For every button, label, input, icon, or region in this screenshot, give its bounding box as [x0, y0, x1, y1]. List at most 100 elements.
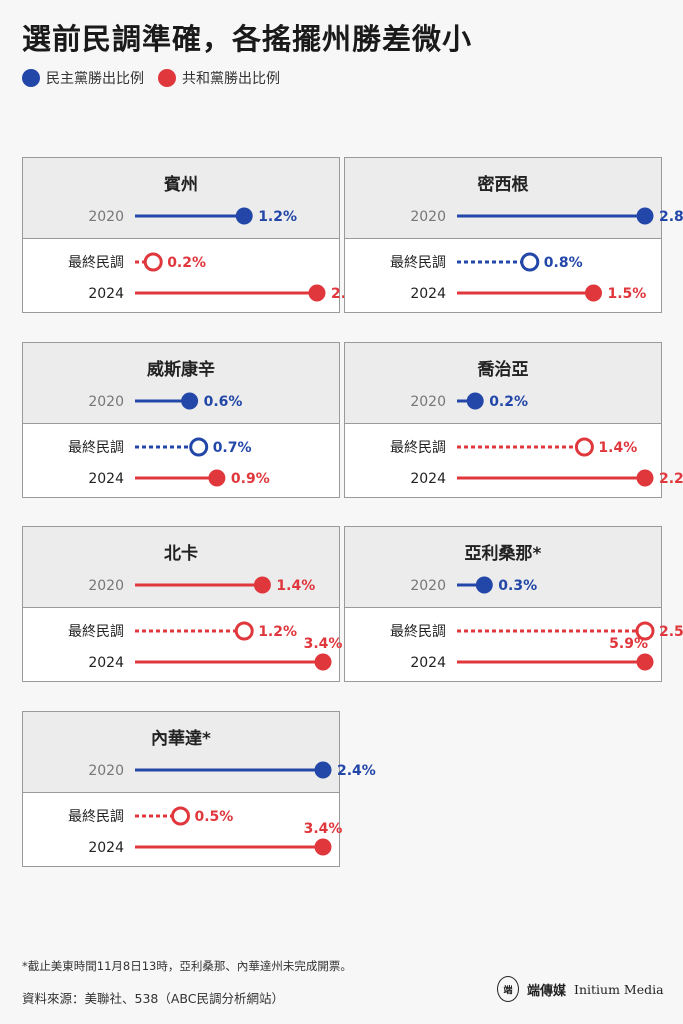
row-label-poll: 最終民調	[68, 809, 124, 825]
legend-dem-dot	[22, 69, 40, 87]
row-label-poll: 最終民調	[68, 255, 124, 271]
value-label-poll: 1.4%	[598, 440, 637, 456]
initium-logo: 端	[497, 976, 519, 1002]
state-name: 亞利桑那*	[464, 544, 542, 564]
panel-chart: 2020 0.6% 最終民調 0.7% 2024 0.9%	[68, 392, 270, 487]
value-label-y2020: 2.8%	[659, 209, 683, 225]
row-label-y2024: 2024	[410, 655, 446, 671]
value-label-y2024: 2.2%	[659, 471, 683, 487]
marker-poll	[189, 437, 209, 457]
state-name: 密西根	[477, 175, 529, 195]
row-label-poll: 最終民調	[390, 440, 446, 456]
panel-header: 威斯康辛	[23, 343, 339, 424]
marker-y2020	[314, 761, 332, 779]
row-label-y2020: 2020	[88, 209, 124, 225]
value-label-y2020: 0.2%	[489, 394, 528, 410]
panel-header: 內華達*	[23, 712, 339, 793]
panel-state-4: 北卡 2020 1.4% 最終民調 1.2% 2024 3.4%	[22, 526, 343, 682]
legend-rep-dot	[158, 69, 176, 87]
state-name: 賓州	[164, 175, 198, 195]
row-label-y2024: 2024	[88, 471, 124, 487]
marker-y2020	[181, 392, 199, 410]
value-label-y2020: 1.2%	[258, 209, 297, 225]
marker-y2024	[636, 469, 654, 487]
panel-chart: 2020 0.2% 最終民調 1.4% 2024 2.2%	[390, 392, 683, 487]
panel-header: 賓州	[23, 158, 339, 239]
panel-state-3: 喬治亞 2020 0.2% 最終民調 1.4% 2024 2.2%	[344, 342, 683, 498]
row-label-y2020: 2020	[410, 578, 446, 594]
row-label-y2020: 2020	[88, 578, 124, 594]
row-label-y2020: 2020	[88, 763, 124, 779]
brand: 端 端傳媒 Initium Media	[497, 976, 664, 1002]
marker-y2024	[314, 653, 332, 671]
value-label-y2020: 2.4%	[337, 763, 376, 779]
chart-title: 選前民調準確，各搖擺州勝差微小	[22, 22, 473, 56]
marker-y2024	[636, 653, 654, 671]
panel-header: 亞利桑那*	[345, 527, 661, 608]
legend-item-dem: 民主黨勝出比例	[22, 68, 144, 88]
state-name: 威斯康辛	[147, 360, 215, 380]
value-label-poll: 0.5%	[195, 809, 234, 825]
value-label-poll: 0.2%	[167, 255, 206, 271]
row-label-poll: 最終民調	[390, 255, 446, 271]
brand-name-en: Initium Media	[574, 981, 664, 997]
marker-y2024	[314, 838, 332, 856]
marker-y2024	[585, 284, 602, 302]
value-label-y2020: 0.3%	[498, 578, 537, 594]
source-note: 資料來源：美聯社、538（ABC民調分析網站）	[22, 991, 284, 1006]
marker-poll	[520, 252, 540, 272]
marker-y2024	[208, 469, 226, 487]
value-label-poll: 2.5%	[659, 624, 683, 640]
row-label-y2024: 2024	[88, 286, 124, 302]
marker-y2020	[475, 576, 493, 594]
state-name: 內華達*	[151, 729, 211, 749]
value-label-y2024: 0.9%	[231, 471, 270, 487]
legend-dem-label: 民主黨勝出比例	[46, 71, 144, 87]
panel-chart: 2020 0.3% 最終民調 2.5% 2024 5.9%	[390, 576, 683, 671]
marker-y2024	[308, 284, 326, 302]
row-label-poll: 最終民調	[390, 624, 446, 640]
value-label-y2024: 1.5%	[608, 286, 647, 302]
marker-poll	[574, 437, 594, 457]
marker-poll	[635, 621, 655, 641]
marker-y2020	[253, 576, 271, 594]
row-label-y2024: 2024	[410, 286, 446, 302]
panel-state-6: 內華達* 2020 2.4% 最終民調 0.5% 2024 3.4%	[22, 711, 376, 867]
value-label-y2024: 3.4%	[304, 636, 343, 652]
value-label-y2024: 3.4%	[304, 821, 343, 837]
marker-y2020	[636, 207, 654, 225]
marker-poll	[171, 806, 190, 826]
panel-header: 密西根	[345, 158, 661, 239]
value-label-y2024: 5.9%	[609, 636, 648, 652]
marker-poll	[234, 621, 254, 641]
row-label-y2024: 2024	[88, 840, 124, 856]
row-label-y2020: 2020	[88, 394, 124, 410]
panel-chart: 2020 2.8% 最終民調 0.8% 2024 1.5%	[390, 207, 683, 302]
value-label-poll: 0.7%	[213, 440, 252, 456]
state-name: 喬治亞	[477, 360, 529, 380]
panel-header: 北卡	[23, 527, 339, 608]
panel-state-5: 亞利桑那* 2020 0.3% 最終民調 2.5% 2024 5.9%	[344, 526, 683, 682]
marker-y2020	[466, 392, 484, 410]
panel-chart: 2020 2.4% 最終民調 0.5% 2024 3.4%	[68, 761, 376, 856]
marker-y2020	[235, 207, 253, 225]
panel-state-2: 威斯康辛 2020 0.6% 最終民調 0.7% 2024 0.9%	[22, 342, 340, 498]
row-label-y2024: 2024	[410, 471, 446, 487]
value-label-y2020: 0.6%	[204, 394, 243, 410]
row-label-poll: 最終民調	[68, 440, 124, 456]
footnote: *截止美東時間11月8日13時，亞利桑那、內華達州未完成開票。	[22, 959, 352, 973]
value-label-poll: 0.8%	[544, 255, 583, 271]
legend: 民主黨勝出比例 共和黨勝出比例	[22, 68, 280, 88]
row-label-y2020: 2020	[410, 394, 446, 410]
state-name: 北卡	[164, 544, 198, 564]
panel-state-1: 密西根 2020 2.8% 最終民調 0.8% 2024 1.5%	[344, 157, 683, 313]
value-label-poll: 1.2%	[258, 624, 297, 640]
value-label-y2020: 1.4%	[276, 578, 315, 594]
legend-item-rep: 共和黨勝出比例	[158, 68, 280, 88]
row-label-y2024: 2024	[88, 655, 124, 671]
marker-poll	[143, 252, 163, 272]
brand-name-zh: 端傳媒	[527, 983, 567, 999]
legend-rep-label: 共和黨勝出比例	[182, 71, 280, 87]
panel-chart: 2020 1.4% 最終民調 1.2% 2024 3.4%	[68, 576, 343, 671]
